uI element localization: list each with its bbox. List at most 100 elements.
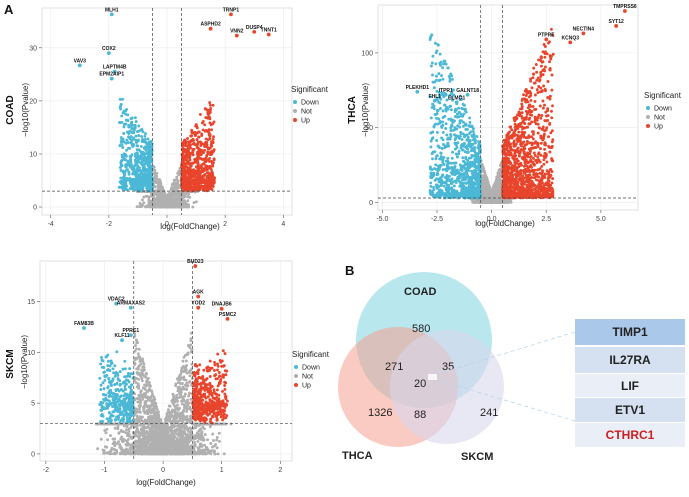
point-down: [136, 182, 140, 186]
point-down: [464, 127, 468, 131]
point-up: [204, 144, 208, 148]
point-down: [123, 178, 127, 182]
point-down: [471, 142, 475, 146]
point-down: [146, 185, 150, 189]
point-down: [459, 143, 463, 147]
point-down: [456, 134, 460, 138]
point-down: [440, 74, 443, 78]
point-up: [206, 150, 210, 154]
point-down: [471, 147, 475, 151]
point-not: [156, 185, 160, 188]
point-down: [454, 109, 457, 113]
point-down: [458, 134, 462, 138]
point-down: [470, 180, 474, 184]
point-down: [458, 125, 462, 129]
point-down: [429, 116, 433, 120]
point-up: [195, 152, 199, 156]
point-down: [462, 185, 466, 189]
point-not: [147, 197, 151, 201]
point-up: [210, 181, 214, 185]
point-down: [464, 123, 468, 127]
point-down: [443, 103, 447, 107]
point-down: [437, 72, 441, 76]
point-not: [483, 184, 487, 188]
point-not: [144, 194, 148, 198]
point-up: [208, 133, 212, 137]
point-down: [120, 114, 124, 118]
point-down: [447, 74, 451, 78]
point-up: [181, 151, 185, 155]
point-down: [122, 109, 126, 113]
point-down: [434, 157, 438, 161]
point-not: [139, 204, 143, 208]
point-up: [520, 102, 524, 106]
point-down: [460, 169, 464, 172]
venn-count-skcm-only: 241: [480, 407, 498, 419]
point-down: [440, 147, 444, 150]
point-down: [439, 60, 443, 64]
point-down: [441, 120, 445, 124]
point-not: [172, 191, 176, 195]
point-down: [470, 169, 473, 173]
point-not: [186, 199, 190, 203]
gene-label-laptm4b: LAPTM4B: [103, 65, 127, 71]
point-down: [471, 130, 475, 133]
point-down: [123, 173, 127, 177]
point-not: [154, 177, 158, 181]
point-down: [454, 190, 458, 194]
point-down: [441, 77, 445, 81]
point-down: [443, 192, 447, 196]
point-not: [192, 201, 196, 205]
point-down: [443, 114, 447, 118]
point-up: [189, 134, 193, 138]
point-up: [194, 124, 198, 128]
point-down: [147, 146, 151, 150]
point-up: [206, 111, 210, 114]
point-not: [175, 175, 179, 179]
point-down: [451, 161, 455, 165]
point-down: [430, 61, 434, 65]
point-not: [149, 203, 152, 207]
point-down: [127, 172, 131, 176]
point-not: [508, 199, 512, 203]
point-not: [168, 194, 172, 198]
point-down: [139, 171, 143, 175]
point-not: [502, 199, 506, 203]
point-down: [126, 141, 130, 144]
point-not: [153, 168, 157, 172]
point-not: [187, 192, 191, 196]
legend-swatch-not: [293, 109, 297, 113]
gene-box-1: [575, 347, 685, 373]
point-not: [482, 167, 486, 171]
point-down: [445, 145, 448, 149]
point-not: [184, 192, 188, 196]
point-down: [135, 144, 139, 148]
point-down: [441, 130, 445, 134]
point-up: [210, 178, 214, 182]
point-up: [195, 138, 199, 142]
gene-label-vav3: VAV3: [74, 58, 87, 64]
point-down: [429, 145, 433, 149]
volcano-coad: MLH1COX2VAV3LAPTM4BEPM2AIP1TRNP1ASPHD2DU…: [5, 7, 329, 231]
common-genes-box: TIMP1 IL27RA LIF ETV1 CTHRC1: [575, 319, 685, 447]
venn-count-thca-skcm: 88: [414, 409, 426, 421]
point-up: [186, 166, 190, 170]
point-down: [120, 143, 124, 147]
point-not: [495, 199, 499, 203]
point-down: [144, 132, 147, 136]
point-up: [188, 184, 192, 188]
point-up: [542, 158, 546, 162]
point-down: [135, 177, 139, 180]
x-tick-label: -2: [106, 221, 112, 228]
point-up: [194, 132, 198, 135]
point-down: [129, 135, 133, 139]
point-down: [437, 117, 441, 121]
gene-box-3: [575, 398, 685, 422]
point-down: [453, 179, 456, 183]
legend-title: Significant: [291, 85, 329, 94]
point-down: [471, 138, 475, 142]
point-down: [436, 122, 440, 126]
point-down: [454, 136, 458, 140]
callout-line-bottom: [436, 379, 576, 422]
point-up: [211, 137, 215, 141]
